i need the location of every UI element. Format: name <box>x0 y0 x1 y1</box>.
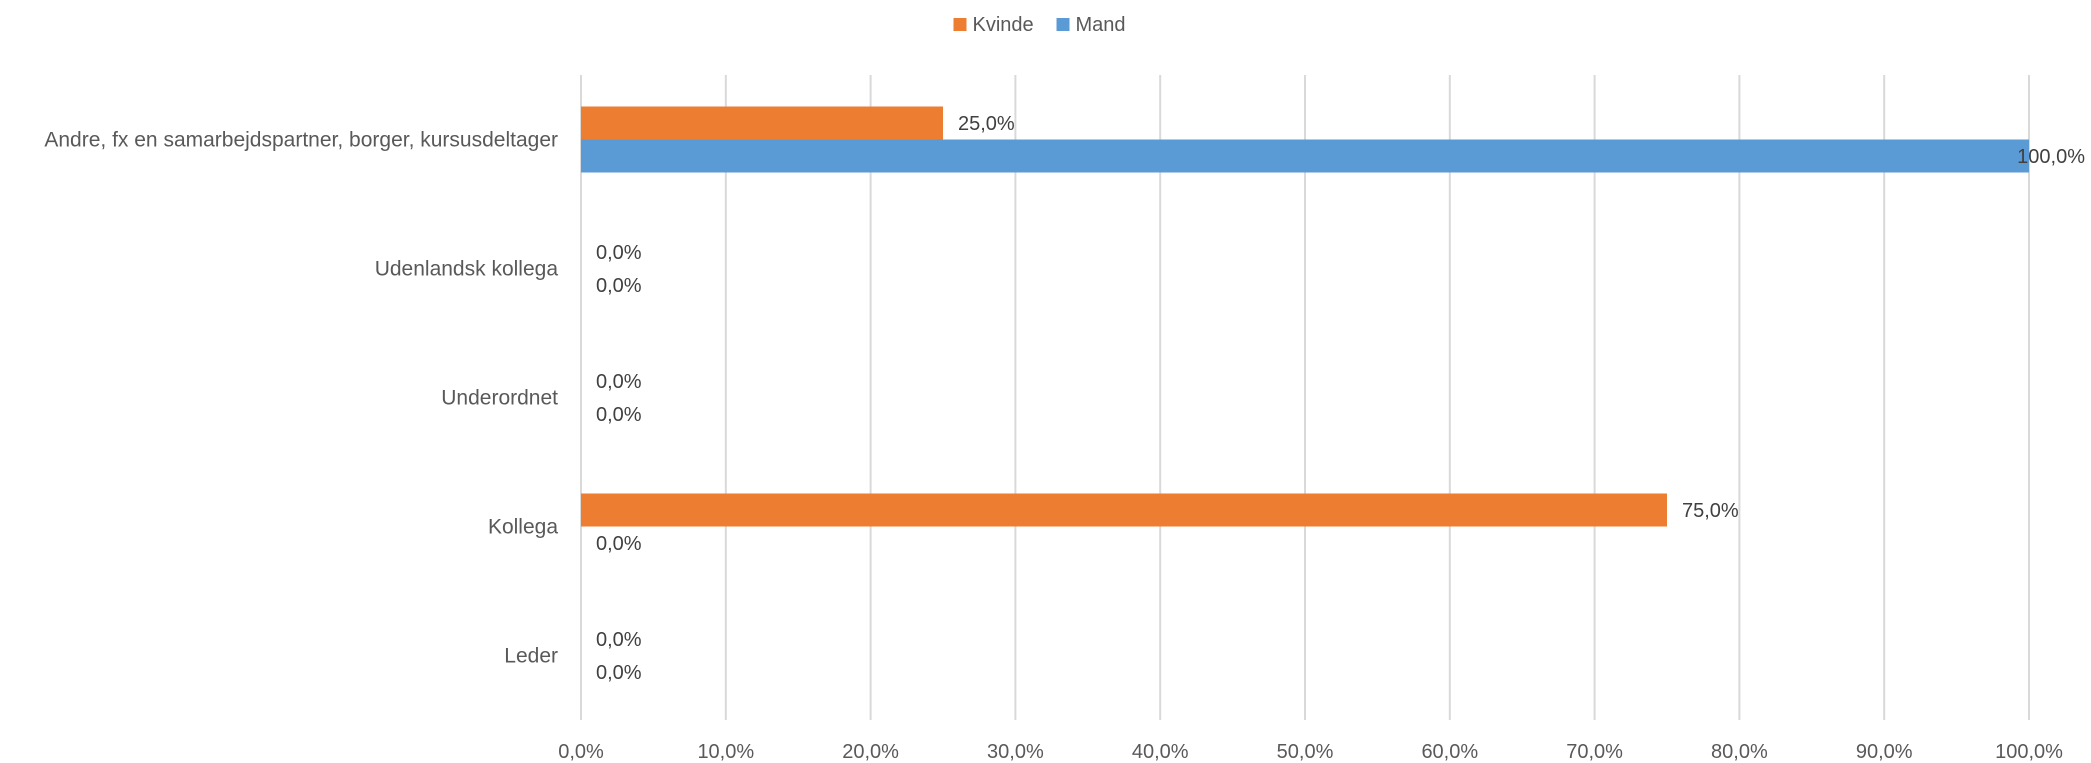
bar-mand <box>581 139 2029 173</box>
x-tick-label: 100,0% <box>1995 741 2063 763</box>
legend-swatch-mand <box>1056 18 1070 31</box>
data-label: 25,0% <box>958 113 1015 135</box>
category-label: Leder <box>504 645 558 668</box>
x-tick-label: 80,0% <box>1711 741 1768 763</box>
x-tick-label: 70,0% <box>1566 741 1623 763</box>
x-tick-label: 0,0% <box>558 741 604 763</box>
x-tick-label: 30,0% <box>987 741 1044 763</box>
data-label: 100,0% <box>2017 146 2085 168</box>
x-tick-label: 50,0% <box>1277 741 1334 763</box>
legend: Kvinde Mand <box>953 14 1126 36</box>
data-label: 75,0% <box>1682 500 1739 522</box>
x-tick-label: 90,0% <box>1856 741 1913 763</box>
x-tick-label: 20,0% <box>842 741 899 763</box>
data-label: 0,0% <box>596 275 642 297</box>
x-tick-label: 60,0% <box>1421 741 1478 763</box>
data-label: 0,0% <box>596 404 642 426</box>
data-label: 0,0% <box>596 533 642 555</box>
data-label: 0,0% <box>596 242 642 264</box>
data-label: 0,0% <box>596 371 642 393</box>
x-tick-label: 10,0% <box>697 741 754 763</box>
legend-label-mand: Mand <box>1076 14 1126 36</box>
legend-swatch-kvinde <box>953 18 967 31</box>
bar-kvinde <box>581 106 943 140</box>
legend-label-kvinde: Kvinde <box>973 14 1034 36</box>
category-label: Andre, fx en samarbejdspartner, borger, … <box>44 129 558 152</box>
category-labels: Andre, fx en samarbejdspartner, borger, … <box>44 129 558 668</box>
bars <box>581 106 2029 527</box>
x-axis-tick-labels: 0,0% 10,0% 20,0% 30,0% 40,0% 50,0% 60,0% 70,0% 8… <box>558 741 2063 763</box>
gridlines <box>580 75 2030 720</box>
data-labels: 25,0% 100,0% 0,0% 0,0% 0,0% 0,0% 75,0% 0,0% 0,0%… <box>596 113 2085 684</box>
category-label: Udenlandsk kollega <box>375 258 559 281</box>
bar-kvinde <box>581 493 1667 527</box>
category-label: Kollega <box>488 516 558 539</box>
data-label: 0,0% <box>596 629 642 651</box>
x-tick-label: 40,0% <box>1132 741 1189 763</box>
category-label: Underordnet <box>441 387 558 410</box>
data-label: 0,0% <box>596 662 642 684</box>
